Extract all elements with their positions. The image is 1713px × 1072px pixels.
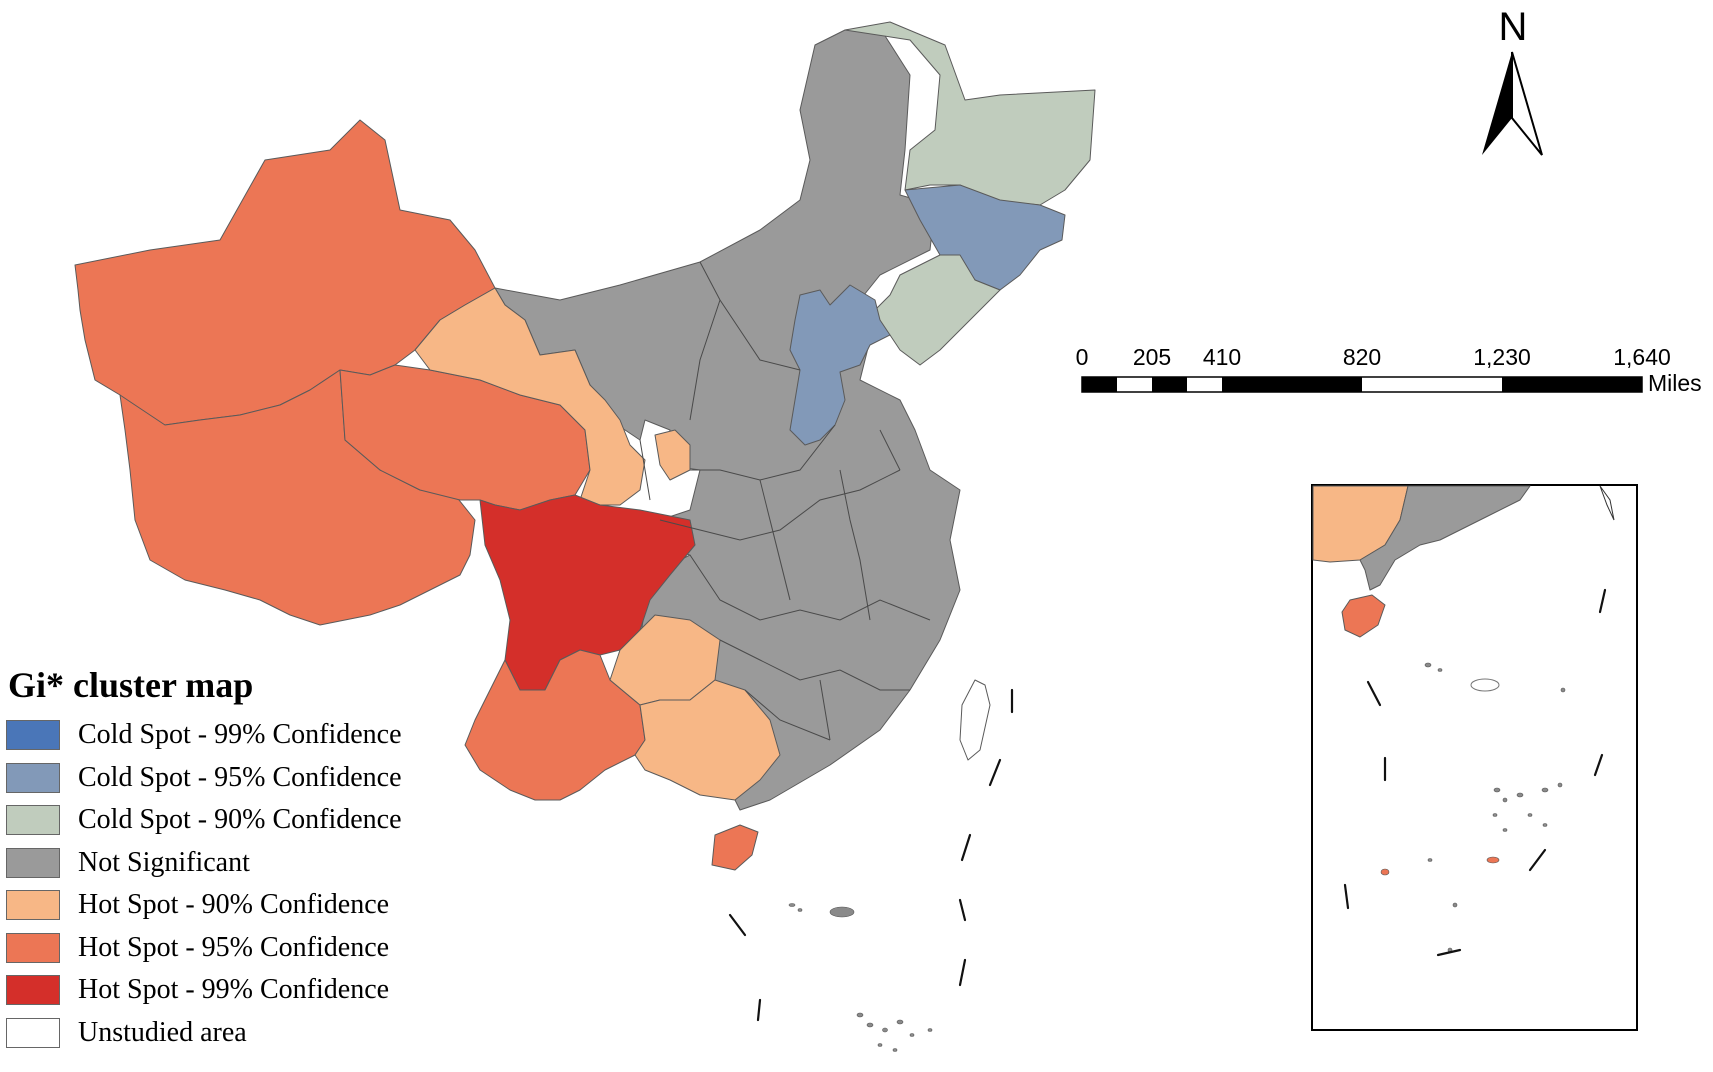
legend-item: Cold Spot - 90% Confidence xyxy=(6,799,402,842)
north-label: N xyxy=(1499,5,1528,49)
main-map xyxy=(74,21,1096,871)
region-gansu xyxy=(414,287,646,506)
region-guangxi xyxy=(634,679,781,801)
region-liaoning xyxy=(869,254,1001,366)
inset-hainan xyxy=(1341,594,1386,638)
inset-map xyxy=(1311,484,1638,1031)
legend-title: Gi* cluster map xyxy=(8,665,254,705)
province-boundaries xyxy=(639,261,931,741)
inset-guangdong xyxy=(1359,485,1531,591)
dash-line-main xyxy=(728,688,1014,1022)
scale-tick-0: 0 xyxy=(1076,344,1089,370)
region-taiwan xyxy=(959,679,991,761)
region-yunnan xyxy=(464,649,646,801)
region-hainan xyxy=(711,824,759,871)
legend-label: Hot Spot - 95% Confidence xyxy=(78,931,390,963)
scale-bar: 0 205 410 820 1,230 1,640 Miles xyxy=(1076,344,1702,396)
legend-swatch-hot90 xyxy=(6,890,60,921)
legend-item: Unstudied area xyxy=(6,1012,402,1055)
legend-label: Cold Spot - 90% Confidence xyxy=(78,804,402,836)
scale-tick-3: 820 xyxy=(1343,344,1381,370)
legend-label: Cold Spot - 99% Confidence xyxy=(78,719,402,751)
scale-tick-4: 1,230 xyxy=(1473,344,1531,370)
legend-item: Hot Spot - 90% Confidence xyxy=(6,884,402,927)
legend-item: Hot Spot - 95% Confidence xyxy=(6,927,402,970)
legend-label: Cold Spot - 95% Confidence xyxy=(78,761,402,793)
legend-item: Not Significant xyxy=(6,842,402,885)
region-tibet xyxy=(119,369,476,626)
legend-swatch-not-significant xyxy=(6,847,60,878)
south-sea-islands xyxy=(788,903,933,1052)
legend-item: Hot Spot - 99% Confidence xyxy=(6,969,402,1012)
scale-unit: Miles xyxy=(1648,370,1702,396)
legend-swatch-unstudied xyxy=(6,1017,60,1048)
legend: Gi* cluster map Cold Spot - 99% Confiden… xyxy=(6,664,402,1054)
legend-label: Hot Spot - 99% Confidence xyxy=(78,974,390,1006)
north-arrow: N xyxy=(1482,5,1543,156)
scale-tick-1: 205 xyxy=(1133,344,1171,370)
legend-swatch-hot95 xyxy=(6,932,60,963)
legend-label: Hot Spot - 90% Confidence xyxy=(78,889,390,921)
legend-item: Cold Spot - 99% Confidence xyxy=(6,714,402,757)
dash-line-inset xyxy=(1343,588,1607,957)
legend-label: Not Significant xyxy=(78,846,250,878)
region-hebei-shanxi xyxy=(789,284,891,446)
scale-tick-5: 1,640 xyxy=(1613,344,1671,370)
legend-item: Cold Spot - 95% Confidence xyxy=(6,757,402,800)
legend-label: Unstudied area xyxy=(78,1016,247,1048)
legend-swatch-cold99 xyxy=(6,720,60,751)
legend-swatch-hot99 xyxy=(6,975,60,1006)
legend-swatch-cold90 xyxy=(6,805,60,836)
legend-swatch-cold95 xyxy=(6,762,60,793)
scale-tick-2: 410 xyxy=(1203,344,1241,370)
inset-islands xyxy=(1380,662,1566,953)
